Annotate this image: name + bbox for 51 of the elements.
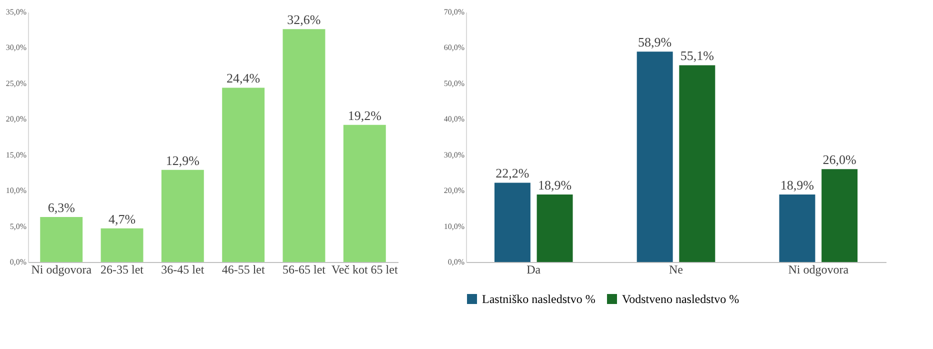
y-tick-label: 35,0% — [6, 8, 27, 16]
bar — [822, 169, 858, 262]
data-label: 58,9% — [638, 34, 672, 50]
y-tick-label: 70,0% — [444, 8, 465, 16]
data-label: 19,2% — [348, 108, 382, 123]
x-tick-label: Ne — [669, 262, 683, 276]
data-label: 12,9% — [166, 152, 200, 168]
x-tick-label: Ni odgovora — [31, 262, 92, 276]
legend-label: Vodstveno nasledstvo % — [622, 292, 740, 306]
legend-label: Lastniško nasledstvo % — [482, 292, 596, 306]
y-tick-label: 10,0% — [6, 186, 27, 196]
data-label: 18,9% — [780, 178, 814, 192]
bar — [536, 194, 573, 262]
bar — [679, 65, 716, 262]
y-tick-label: 0,0% — [448, 258, 465, 266]
y-tick-label: 15,0% — [6, 150, 27, 160]
y-tick-label: 5,0% — [10, 222, 27, 231]
data-label: 24,4% — [226, 70, 260, 86]
x-tick-label: 36-45 let — [161, 262, 205, 276]
data-label: 26,0% — [822, 152, 856, 168]
y-tick-label: 60,0% — [444, 43, 465, 52]
bar — [494, 182, 530, 262]
bar — [100, 228, 144, 262]
data-label: 4,7% — [108, 211, 136, 226]
y-tick-label: 20,0% — [6, 114, 27, 124]
x-tick-label: 26-35 let — [100, 262, 144, 276]
bar — [40, 217, 83, 262]
data-label: 22,2% — [496, 166, 530, 181]
x-tick-label: Da — [526, 262, 542, 276]
x-tick-label: 56-65 let — [282, 262, 326, 276]
y-tick-label: 20,0% — [444, 186, 465, 196]
y-tick-label: 50,0% — [444, 78, 465, 88]
x-tick-label: Ni odgovora — [788, 262, 850, 276]
x-tick-label: 46-55 let — [222, 262, 266, 276]
y-tick-label: 25,0% — [6, 78, 27, 88]
y-tick-label: 10,0% — [444, 222, 465, 231]
bar — [282, 29, 326, 262]
data-label: 32,6% — [287, 12, 321, 28]
bar — [636, 52, 673, 262]
bar — [161, 170, 204, 262]
data-label: 18,9% — [538, 178, 572, 192]
bar — [222, 88, 265, 262]
y-tick-label: 30,0% — [6, 43, 27, 52]
data-label: 55,1% — [680, 48, 714, 64]
y-tick-label: 0,0% — [10, 258, 27, 266]
y-tick-label: 40,0% — [444, 114, 465, 124]
y-tick-label: 30,0% — [444, 150, 465, 160]
x-tick-label: Več kot 65 let — [331, 262, 398, 276]
bar — [343, 124, 386, 262]
data-label: 6,3% — [48, 200, 76, 215]
bar — [779, 194, 816, 262]
